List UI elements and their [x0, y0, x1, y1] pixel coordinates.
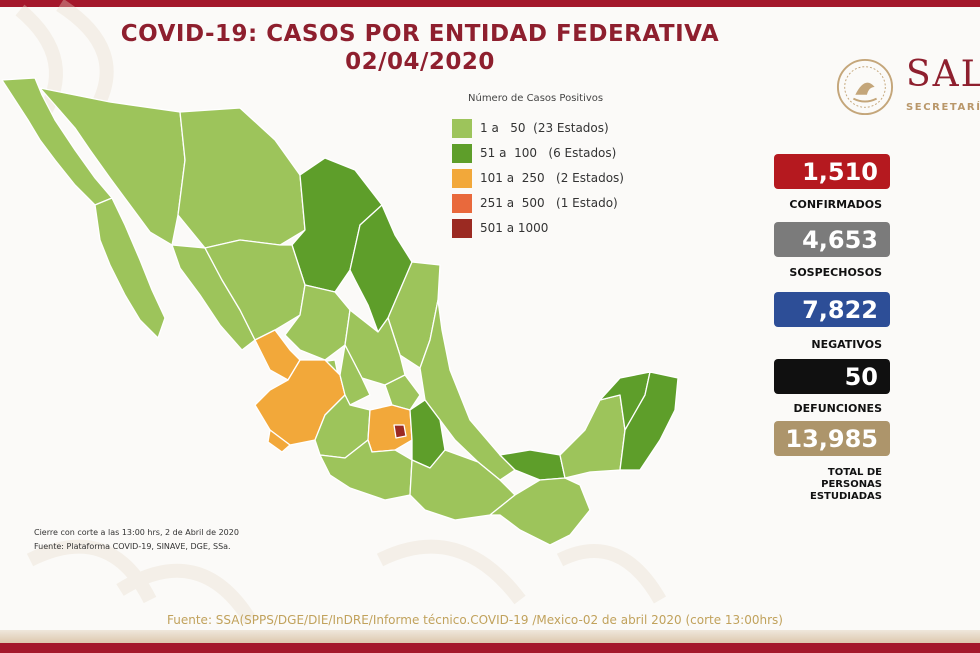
legend-item: 251 a 500 (1 Estado): [452, 193, 618, 213]
logo-subtitle: SECRETARÍA: [906, 102, 980, 113]
legend-item: 51 a 100 (6 Estados): [452, 143, 616, 163]
logo-text: SAL: [906, 54, 980, 95]
legend-item: 101 a 250 (2 Estados): [452, 168, 624, 188]
state-chihuahua: [177, 107, 306, 249]
state-cdmx: [393, 424, 407, 439]
deaths-label: DEFUNCIONES: [793, 402, 882, 415]
state-tabasco: [499, 449, 566, 481]
legend-swatch: [452, 218, 472, 238]
bottom-bar: [0, 643, 980, 653]
legend-label: 501 a 1000: [480, 221, 549, 235]
cutoff-note: Cierre con corte a las 13:00 hrs, 2 de A…: [34, 528, 239, 537]
bottom-gold-band: [0, 630, 980, 643]
suspected-label: SOSPECHOSOS: [789, 266, 882, 279]
total-studied-label: TOTAL DE PERSONAS ESTUDIADAS: [810, 467, 882, 502]
legend-item: 501 a 1000: [452, 218, 548, 238]
total-studied-value: 13,985: [774, 421, 890, 456]
mexico-map: [1, 77, 679, 546]
footer-source: Fuente: SSA(SPPS/DGE/DIE/InDRE/Informe t…: [167, 613, 783, 627]
legend-label: 1 a 50 (23 Estados): [480, 121, 609, 135]
legend-item: 1 a 50 (23 Estados): [452, 118, 609, 138]
state-hidalgo: [384, 374, 421, 411]
negative-value: 7,822: [774, 292, 890, 327]
legend-label: 251 a 500 (1 Estado): [480, 196, 618, 210]
source-note: Fuente: Plataforma COVID-19, SINAVE, DGE…: [34, 542, 231, 551]
legend-label: 101 a 250 (2 Estados): [480, 171, 624, 185]
legend-swatch: [452, 193, 472, 213]
top-bar: [0, 0, 980, 7]
legend-swatch: [452, 168, 472, 188]
page-title: COVID-19: CASOS POR ENTIDAD FEDERATIVA: [120, 21, 720, 47]
legend-title: Número de Casos Positivos: [468, 93, 604, 104]
state-colima: [267, 429, 291, 453]
deaths-value: 50: [774, 359, 890, 394]
state-chiapas: [489, 477, 591, 546]
state-mexico: [367, 404, 413, 453]
coat-of-arms-icon: [836, 58, 894, 116]
legend-swatch: [452, 143, 472, 163]
page-date: 02/04/2020: [345, 49, 495, 75]
state-campeche: [559, 394, 626, 479]
confirmed-value: 1,510: [774, 154, 890, 189]
suspected-value: 4,653: [774, 222, 890, 257]
state-baja-california-sur: [94, 197, 166, 339]
negative-label: NEGATIVOS: [811, 338, 882, 351]
legend-label: 51 a 100 (6 Estados): [480, 146, 617, 160]
legend-swatch: [452, 118, 472, 138]
state-quintana-roo: [619, 371, 679, 471]
confirmed-label: CONFIRMADOS: [789, 198, 882, 211]
